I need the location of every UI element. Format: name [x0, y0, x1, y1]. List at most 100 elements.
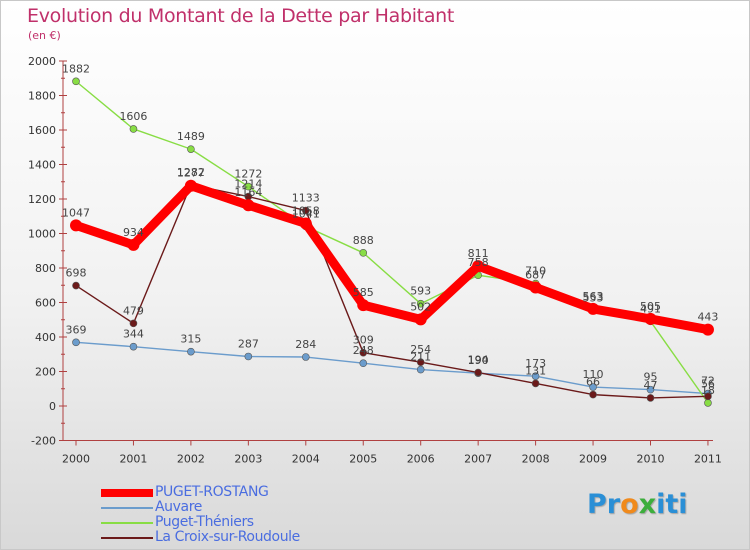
data-label: 502 — [410, 300, 431, 313]
data-point — [589, 383, 597, 391]
legend-label: Puget-Théniers — [155, 514, 254, 530]
data-point — [646, 394, 655, 402]
data-label: 491 — [640, 302, 661, 315]
data-label: 309 — [353, 334, 374, 347]
x-tick-label: 2008 — [522, 453, 550, 466]
logo-letter: i — [678, 489, 688, 520]
x-tick-label: 2007 — [464, 453, 492, 466]
data-label: 1882 — [62, 62, 90, 75]
data-label: 211 — [410, 351, 431, 364]
x-tick-label: 2010 — [637, 453, 665, 466]
data-label: 585 — [353, 286, 374, 299]
data-point — [299, 217, 312, 230]
data-point — [646, 385, 655, 394]
data-label: 758 — [468, 256, 489, 269]
data-label: 1047 — [62, 206, 90, 219]
data-point — [704, 392, 712, 401]
x-tick-label: 2002 — [177, 453, 205, 466]
series-line-2 — [75, 80, 709, 404]
data-label: 18 — [701, 384, 715, 397]
data-point — [242, 199, 255, 212]
x-tick-label: 2009 — [579, 453, 607, 466]
data-point — [184, 179, 197, 192]
data-point — [704, 399, 712, 407]
data-label: 72 — [701, 375, 715, 388]
data-label: 1277 — [177, 167, 205, 180]
data-label: 344 — [123, 328, 144, 341]
chart-title: Evolution du Montant de la Dette par Hab… — [27, 5, 455, 27]
series-line-1 — [75, 341, 709, 395]
data-label: 563 — [583, 290, 604, 303]
data-point — [301, 206, 310, 215]
data-label: 1214 — [234, 178, 262, 191]
data-label: 173 — [525, 357, 546, 370]
data-label: 1164 — [234, 186, 262, 199]
data-point — [357, 299, 370, 312]
y-tick-label: 200 — [35, 366, 56, 379]
data-point — [589, 390, 597, 399]
data-label: 190 — [468, 354, 489, 367]
x-tick-label: 2003 — [234, 453, 262, 466]
data-label: 284 — [295, 338, 316, 351]
legend-label: La Croix-sur-Roudoule — [155, 529, 300, 545]
y-tick-label: 1800 — [28, 90, 56, 103]
data-point — [129, 342, 138, 351]
data-point — [187, 347, 195, 356]
legend-swatch — [101, 522, 153, 524]
data-point — [244, 352, 253, 361]
data-label: 110 — [583, 368, 604, 381]
legend-swatch — [101, 507, 153, 509]
data-point — [359, 249, 368, 257]
data-label: 553 — [583, 292, 604, 305]
y-tick-label: 1400 — [28, 159, 56, 172]
logo-letter: o — [620, 489, 639, 520]
logo-letter: i — [656, 489, 666, 520]
logo-letter: x — [638, 489, 657, 520]
data-label: 811 — [468, 247, 489, 260]
y-tick-label: 1000 — [28, 228, 56, 241]
proxiti-logo: Proxiti — [587, 489, 688, 520]
x-tick-label: 2011 — [694, 453, 722, 466]
data-point — [72, 338, 80, 347]
y-tick-label: 400 — [35, 331, 56, 344]
data-label: 698 — [66, 267, 87, 280]
data-label: 131 — [525, 364, 546, 377]
data-label: 443 — [697, 311, 718, 324]
y-tick-label: 1600 — [28, 124, 56, 137]
data-point — [414, 313, 427, 326]
data-point — [359, 348, 368, 357]
data-label: 47 — [644, 379, 658, 392]
logo-letter: P — [587, 489, 607, 520]
chart-unit-label: (en €) — [28, 29, 61, 42]
data-point — [644, 312, 657, 325]
legend-label: Auvare — [155, 499, 202, 515]
y-tick-label: 2000 — [28, 55, 56, 68]
data-point — [587, 302, 600, 315]
data-label: 1489 — [177, 130, 205, 143]
x-tick-label: 2006 — [407, 453, 435, 466]
data-point — [244, 182, 253, 191]
data-point — [531, 379, 540, 388]
data-label: 66 — [586, 376, 600, 389]
data-point — [416, 299, 425, 308]
data-point — [127, 238, 140, 251]
data-point — [416, 358, 425, 366]
data-label: 194 — [468, 354, 489, 367]
data-label: 369 — [66, 323, 87, 336]
data-label: 315 — [180, 333, 201, 346]
data-label: 934 — [123, 226, 144, 239]
data-label: 1133 — [292, 192, 320, 205]
x-tick-label: 2000 — [62, 453, 90, 466]
y-tick-label: 0 — [49, 400, 56, 413]
data-point — [72, 77, 80, 86]
data-point — [529, 281, 542, 294]
x-tick-label: 2005 — [349, 453, 377, 466]
data-label: 248 — [353, 344, 374, 357]
data-label: 710 — [525, 265, 546, 278]
logo-letter: t — [665, 489, 679, 520]
data-point — [472, 260, 485, 273]
data-label: 56 — [701, 377, 715, 390]
data-point — [474, 368, 482, 377]
